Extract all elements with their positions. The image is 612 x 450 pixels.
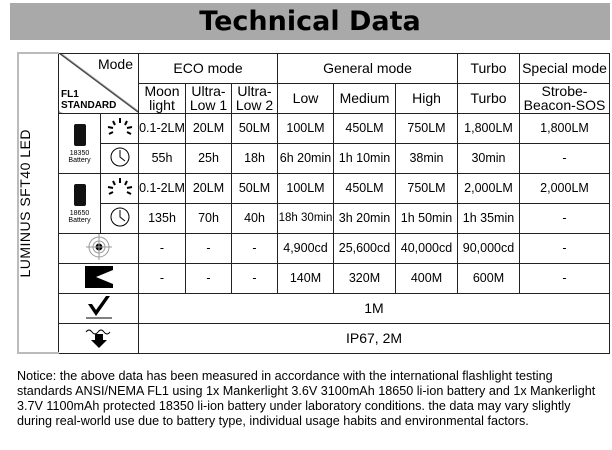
distance-cell: - xyxy=(185,262,232,294)
submode-header: Turbo xyxy=(457,82,520,114)
target-intensity-icon xyxy=(85,233,112,260)
submode-header: Ultra- Low 1 xyxy=(185,82,232,114)
submode-header: Ultra- Low 2 xyxy=(231,82,278,114)
brightness-icon xyxy=(107,177,132,195)
distance-cell: 320M xyxy=(333,262,396,294)
battery-18650: 18650 Battery xyxy=(58,172,101,234)
b2-runtime-cell: 70h xyxy=(185,202,232,234)
general-mode-header: General mode xyxy=(277,52,458,84)
b2-runtime-cell: 1h 35min xyxy=(457,202,520,234)
clock-icon xyxy=(110,207,129,226)
submode-header: Low xyxy=(277,82,334,114)
standard-label: FL1 STANDARD xyxy=(61,88,117,111)
battery-18350: 18350 Battery xyxy=(58,112,101,174)
b1-lumens-cell: 50LM xyxy=(231,112,278,144)
brightness-icon-cell xyxy=(100,172,139,204)
b2-runtime-cell: 1h 50min xyxy=(395,202,458,234)
submode-header: Strobe- Beacon-SOS xyxy=(519,82,610,114)
intensity-cell: 25,600cd xyxy=(333,232,396,264)
b1-runtime-cell: - xyxy=(519,142,610,174)
b1-lumens-cell: 1,800LM xyxy=(457,112,520,144)
b1-runtime-cell: 38min xyxy=(395,142,458,174)
waterproof-icon xyxy=(85,329,110,348)
tech-data-table: LUMINUS SFT40 LED Mode FL1 STANDARD ECO m… xyxy=(17,52,610,354)
b2-runtime-cell: 18h 30min xyxy=(277,202,334,234)
runtime-icon-cell xyxy=(100,202,139,234)
clock-icon xyxy=(110,147,129,166)
b2-lumens-cell: 2,000LM xyxy=(519,172,610,204)
brightness-icon-cell xyxy=(100,112,139,144)
beam-distance-icon xyxy=(84,265,113,288)
impact-value: 1M xyxy=(138,292,610,324)
b2-lumens-cell: 0.1-2LM xyxy=(138,172,186,204)
distance-cell: 140M xyxy=(277,262,334,294)
battery-icon xyxy=(73,183,86,206)
b1-lumens-cell: 1,800LM xyxy=(519,112,610,144)
b2-lumens-cell: 750LM xyxy=(395,172,458,204)
intensity-cell: 40,000cd xyxy=(395,232,458,264)
intensity-cell: - xyxy=(185,232,232,264)
b1-lumens-cell: 0.1-2LM xyxy=(138,112,186,144)
intensity-cell: - xyxy=(231,232,278,264)
submode-header: Medium xyxy=(333,82,396,114)
battery-icon xyxy=(73,123,86,146)
b2-lumens-cell: 50LM xyxy=(231,172,278,204)
distance-cell: 400M xyxy=(395,262,458,294)
intensity-cell: - xyxy=(519,232,610,264)
b2-lumens-cell: 100LM xyxy=(277,172,334,204)
b1-runtime-cell: 1h 10min xyxy=(333,142,396,174)
special-mode-header: Special mode xyxy=(519,52,610,84)
b2-runtime-cell: 3h 20min xyxy=(333,202,396,234)
b1-runtime-cell: 30min xyxy=(457,142,520,174)
intensity-icon-cell xyxy=(58,232,139,264)
page-title: Technical Data xyxy=(199,6,421,37)
b1-runtime-cell: 6h 20min xyxy=(277,142,334,174)
b1-lumens-cell: 100LM xyxy=(277,112,334,144)
led-label-cell: LUMINUS SFT40 LED xyxy=(17,52,59,354)
submode-header: Moon light xyxy=(138,82,186,114)
turbo-header: Turbo xyxy=(457,52,520,84)
notice-text: Notice: the above data has been measured… xyxy=(17,369,596,428)
b2-lumens-cell: 20LM xyxy=(185,172,232,204)
distance-cell: - xyxy=(231,262,278,294)
b2-lumens-cell: 450LM xyxy=(333,172,396,204)
distance-icon-cell xyxy=(58,262,139,294)
b2-runtime-cell: - xyxy=(519,202,610,234)
b1-runtime-cell: 55h xyxy=(138,142,186,174)
b2-runtime-cell: 135h xyxy=(138,202,186,234)
distance-cell: - xyxy=(138,262,186,294)
header-corner: Mode FL1 STANDARD xyxy=(58,52,139,114)
b1-runtime-cell: 18h xyxy=(231,142,278,174)
b1-lumens-cell: 450LM xyxy=(333,112,396,144)
runtime-icon-cell xyxy=(100,142,139,174)
b2-lumens-cell: 2,000LM xyxy=(457,172,520,204)
distance-cell: 600M xyxy=(457,262,520,294)
impact-resistance-icon xyxy=(85,295,112,318)
eco-mode-header: ECO mode xyxy=(138,52,278,84)
impact-icon-cell xyxy=(58,292,139,324)
title-bar: Technical Data xyxy=(10,3,610,40)
led-label: LUMINUS SFT40 LED xyxy=(17,128,33,278)
submode-header: High xyxy=(395,82,458,114)
intensity-cell: - xyxy=(138,232,186,264)
waterproof-icon-cell xyxy=(58,322,139,354)
distance-cell: - xyxy=(519,262,610,294)
intensity-cell: 4,900cd xyxy=(277,232,334,264)
b1-lumens-cell: 750LM xyxy=(395,112,458,144)
brightness-icon xyxy=(107,117,132,135)
waterproof-value: IP67, 2M xyxy=(138,322,610,354)
b1-lumens-cell: 20LM xyxy=(185,112,232,144)
intensity-cell: 90,000cd xyxy=(457,232,520,264)
b2-runtime-cell: 40h xyxy=(231,202,278,234)
mode-label: Mode xyxy=(97,55,133,72)
b1-runtime-cell: 25h xyxy=(185,142,232,174)
